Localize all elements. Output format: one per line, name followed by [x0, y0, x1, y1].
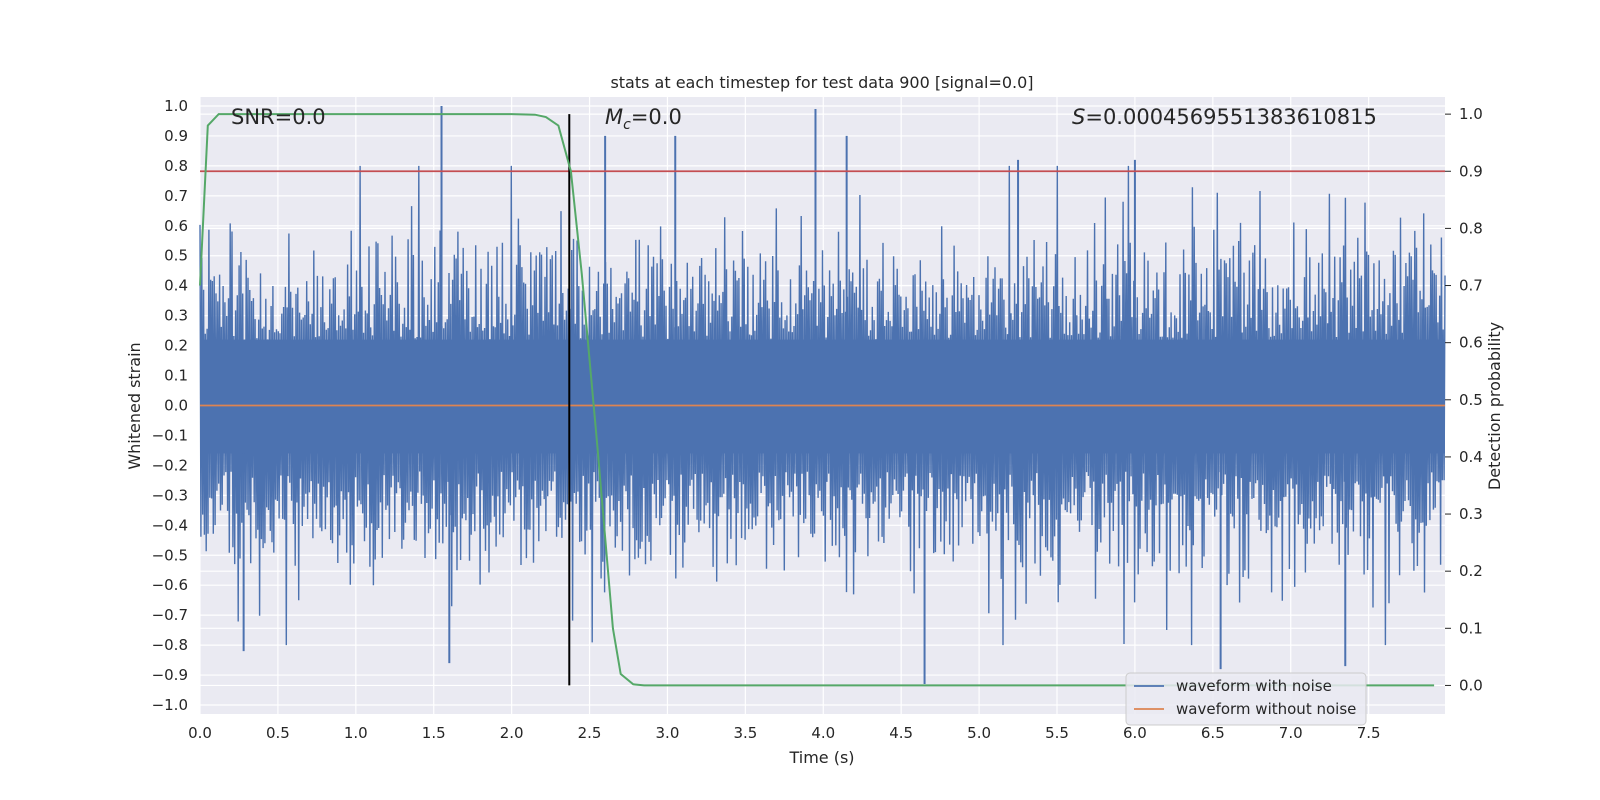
y-tick-label: 0.2	[164, 337, 188, 355]
x-tick-label: 2.5	[578, 724, 602, 742]
y-tick-label: 0.7	[164, 187, 188, 205]
y-tick-label: −0.2	[152, 456, 188, 474]
chirp-mass-subscript: c	[623, 117, 631, 133]
x-tick-label: 4.5	[889, 724, 913, 742]
x-axis-ticks: 0.0 0.5 1.0 1.5 2.0 2.5 3.0 3.5 4.0 4.5 5.0 5.5 6.0 6…	[188, 724, 1381, 742]
y-tick-label: 0.4	[164, 277, 188, 295]
x-tick-label: 3.0	[656, 724, 680, 742]
y-tick-label: 0.9	[164, 127, 188, 145]
chirp-mass-symbol: M	[605, 105, 623, 129]
x-tick-label: 0.0	[188, 724, 212, 742]
snr-annotation: SNR=0.0	[231, 105, 326, 129]
y2-tick-label: 0.0	[1459, 676, 1483, 694]
chirp-mass-annotation: Mc=0.0	[605, 105, 682, 133]
x-tick-label: 0.5	[266, 724, 290, 742]
x-tick-label: 1.5	[422, 724, 446, 742]
y2-tick-label: 0.2	[1459, 562, 1483, 580]
y2-axis-label: Detection probability	[1485, 322, 1504, 490]
chirp-mass-value: =0.0	[631, 105, 682, 129]
y-tick-label: −0.4	[152, 516, 188, 534]
y2-tick-label: 0.7	[1459, 277, 1483, 295]
y-tick-label: −0.1	[152, 426, 188, 444]
s-annotation: S=0.0004569551383610815	[1072, 105, 1377, 129]
y2-tick-label: 0.9	[1459, 162, 1483, 180]
x-tick-label: 5.0	[967, 724, 991, 742]
y-tick-label: 0.3	[164, 307, 188, 325]
y-tick-label: 0.6	[164, 217, 188, 235]
y-axis-ticks: 1.0 0.9 0.8 0.7 0.6 0.5 0.4 0.3 0.2 0.1 0.0 −0.1 −0.…	[152, 97, 188, 714]
legend: waveform with noise waveform without noi…	[1125, 672, 1367, 726]
y-tick-label: −1.0	[152, 696, 188, 714]
y2-tick-label: 0.8	[1459, 219, 1483, 237]
y2-tick-label: 0.5	[1459, 391, 1483, 409]
y-tick-label: −0.3	[152, 486, 188, 504]
x-tick-label: 3.5	[733, 724, 757, 742]
chart-title: stats at each timestep for test data 900…	[610, 73, 1033, 92]
y2-tick-label: 0.4	[1459, 448, 1483, 466]
y-tick-label: −0.6	[152, 576, 188, 594]
y2-tick-label: 1.0	[1459, 105, 1483, 123]
series-detection-probability	[199, 113, 1435, 687]
y-tick-label: −0.7	[152, 606, 188, 624]
s-value: =0.0004569551383610815	[1085, 105, 1377, 129]
x-tick-label: 6.0	[1123, 724, 1147, 742]
y2-tick-label: 0.3	[1459, 505, 1483, 523]
x-tick-label: 2.0	[500, 724, 524, 742]
legend-box	[1125, 672, 1367, 726]
y-tick-label: −0.9	[152, 666, 188, 684]
x-axis-label: Time (s)	[788, 748, 854, 767]
x-tick-label: 6.5	[1201, 724, 1225, 742]
y2-axis-ticks: 1.0 0.9 0.8 0.7 0.6 0.5 0.4 0.3 0.2 0.1 0.0	[1445, 105, 1483, 694]
y-axis-label: Whitened strain	[125, 342, 144, 469]
series-waveform-with-noise	[199, 105, 1446, 685]
y-tick-label: −0.5	[152, 546, 188, 564]
x-tick-label: 4.0	[811, 724, 835, 742]
y-tick-label: 0.8	[164, 157, 188, 175]
y-tick-label: 1.0	[164, 97, 188, 115]
y2-tick-label: 0.6	[1459, 334, 1483, 352]
x-tick-label: 5.5	[1045, 724, 1069, 742]
legend-label-noise: waveform with noise	[1176, 677, 1332, 695]
y-tick-label: 0.1	[164, 367, 188, 385]
y-tick-label: −0.8	[152, 636, 188, 654]
y-tick-label: 0.0	[164, 397, 188, 415]
x-tick-label: 7.5	[1357, 724, 1381, 742]
y-tick-label: 0.5	[164, 247, 188, 265]
y2-tick-label: 0.1	[1459, 619, 1483, 637]
x-tick-label: 7.0	[1279, 724, 1303, 742]
x-tick-label: 1.0	[344, 724, 368, 742]
noise-core-band	[200, 339, 1445, 454]
s-symbol: S	[1072, 105, 1085, 129]
legend-label-clean: waveform without noise	[1176, 700, 1356, 718]
